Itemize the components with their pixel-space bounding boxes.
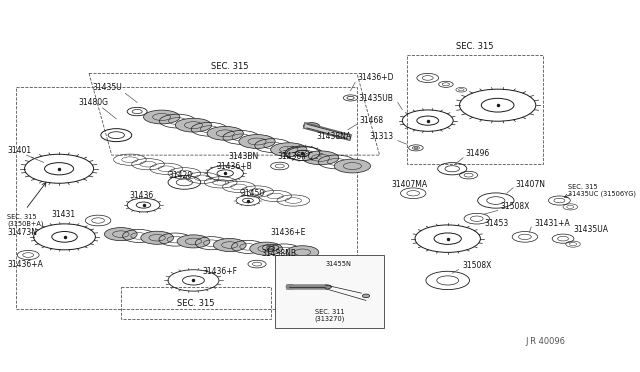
Ellipse shape <box>143 110 180 124</box>
Ellipse shape <box>239 135 275 148</box>
Text: 31453: 31453 <box>484 219 508 228</box>
Text: 31438NA: 31438NA <box>316 132 351 141</box>
Text: 31436+E: 31436+E <box>271 228 306 237</box>
Text: 31436+F: 31436+F <box>202 267 237 276</box>
Ellipse shape <box>286 246 319 259</box>
Ellipse shape <box>104 228 137 241</box>
Ellipse shape <box>324 285 332 289</box>
Text: 31438NB: 31438NB <box>262 249 296 258</box>
Text: 31436+C: 31436+C <box>277 153 313 161</box>
Ellipse shape <box>303 151 339 165</box>
Text: 31401: 31401 <box>7 146 31 155</box>
Text: SEC. 315
(3150B+A): SEC. 315 (3150B+A) <box>7 214 44 227</box>
Text: SEC. 315: SEC. 315 <box>211 62 248 71</box>
Text: SEC. 315: SEC. 315 <box>456 42 493 51</box>
Text: 31435UC (31506YG): 31435UC (31506YG) <box>568 190 636 196</box>
Text: 31480G: 31480G <box>79 98 109 107</box>
Text: 31436: 31436 <box>130 192 154 201</box>
Ellipse shape <box>213 238 246 251</box>
Ellipse shape <box>362 294 370 298</box>
Ellipse shape <box>250 242 282 255</box>
Ellipse shape <box>337 134 349 139</box>
Text: 31468: 31468 <box>360 116 384 125</box>
Text: 31436+A: 31436+A <box>7 260 43 269</box>
Text: 31435UB: 31435UB <box>358 94 393 103</box>
Text: 31496: 31496 <box>466 149 490 158</box>
Text: 31450: 31450 <box>241 189 265 198</box>
Ellipse shape <box>271 143 307 157</box>
Text: SEC. 315: SEC. 315 <box>177 299 214 308</box>
Text: 31431+A: 31431+A <box>534 219 570 228</box>
Ellipse shape <box>177 235 210 248</box>
Text: (313270): (313270) <box>314 315 345 322</box>
Text: 31435UA: 31435UA <box>573 225 608 234</box>
Text: 31313: 31313 <box>369 132 393 141</box>
Text: 31473N: 31473N <box>7 228 37 237</box>
Ellipse shape <box>334 159 371 173</box>
Text: 31431: 31431 <box>51 210 76 219</box>
Ellipse shape <box>286 285 295 289</box>
Text: 31407MA: 31407MA <box>392 180 428 189</box>
Ellipse shape <box>207 126 243 140</box>
Bar <box>275 255 384 328</box>
Text: SEC. 311: SEC. 311 <box>315 309 344 315</box>
Text: 31508X: 31508X <box>500 202 530 211</box>
Text: 31436+D: 31436+D <box>357 73 394 83</box>
Text: 3143BN: 3143BN <box>228 153 258 161</box>
Text: 31435U: 31435U <box>92 83 122 92</box>
Text: SEC. 315: SEC. 315 <box>568 184 598 190</box>
Ellipse shape <box>303 123 319 129</box>
Text: 31436+B: 31436+B <box>216 161 252 170</box>
Text: J R 40096: J R 40096 <box>525 337 566 346</box>
Text: 31407N: 31407N <box>516 180 546 189</box>
Text: 31455N: 31455N <box>326 261 352 267</box>
Text: 31420: 31420 <box>168 171 192 180</box>
Text: 31508X: 31508X <box>462 262 492 270</box>
Ellipse shape <box>175 118 212 132</box>
Ellipse shape <box>141 231 173 244</box>
